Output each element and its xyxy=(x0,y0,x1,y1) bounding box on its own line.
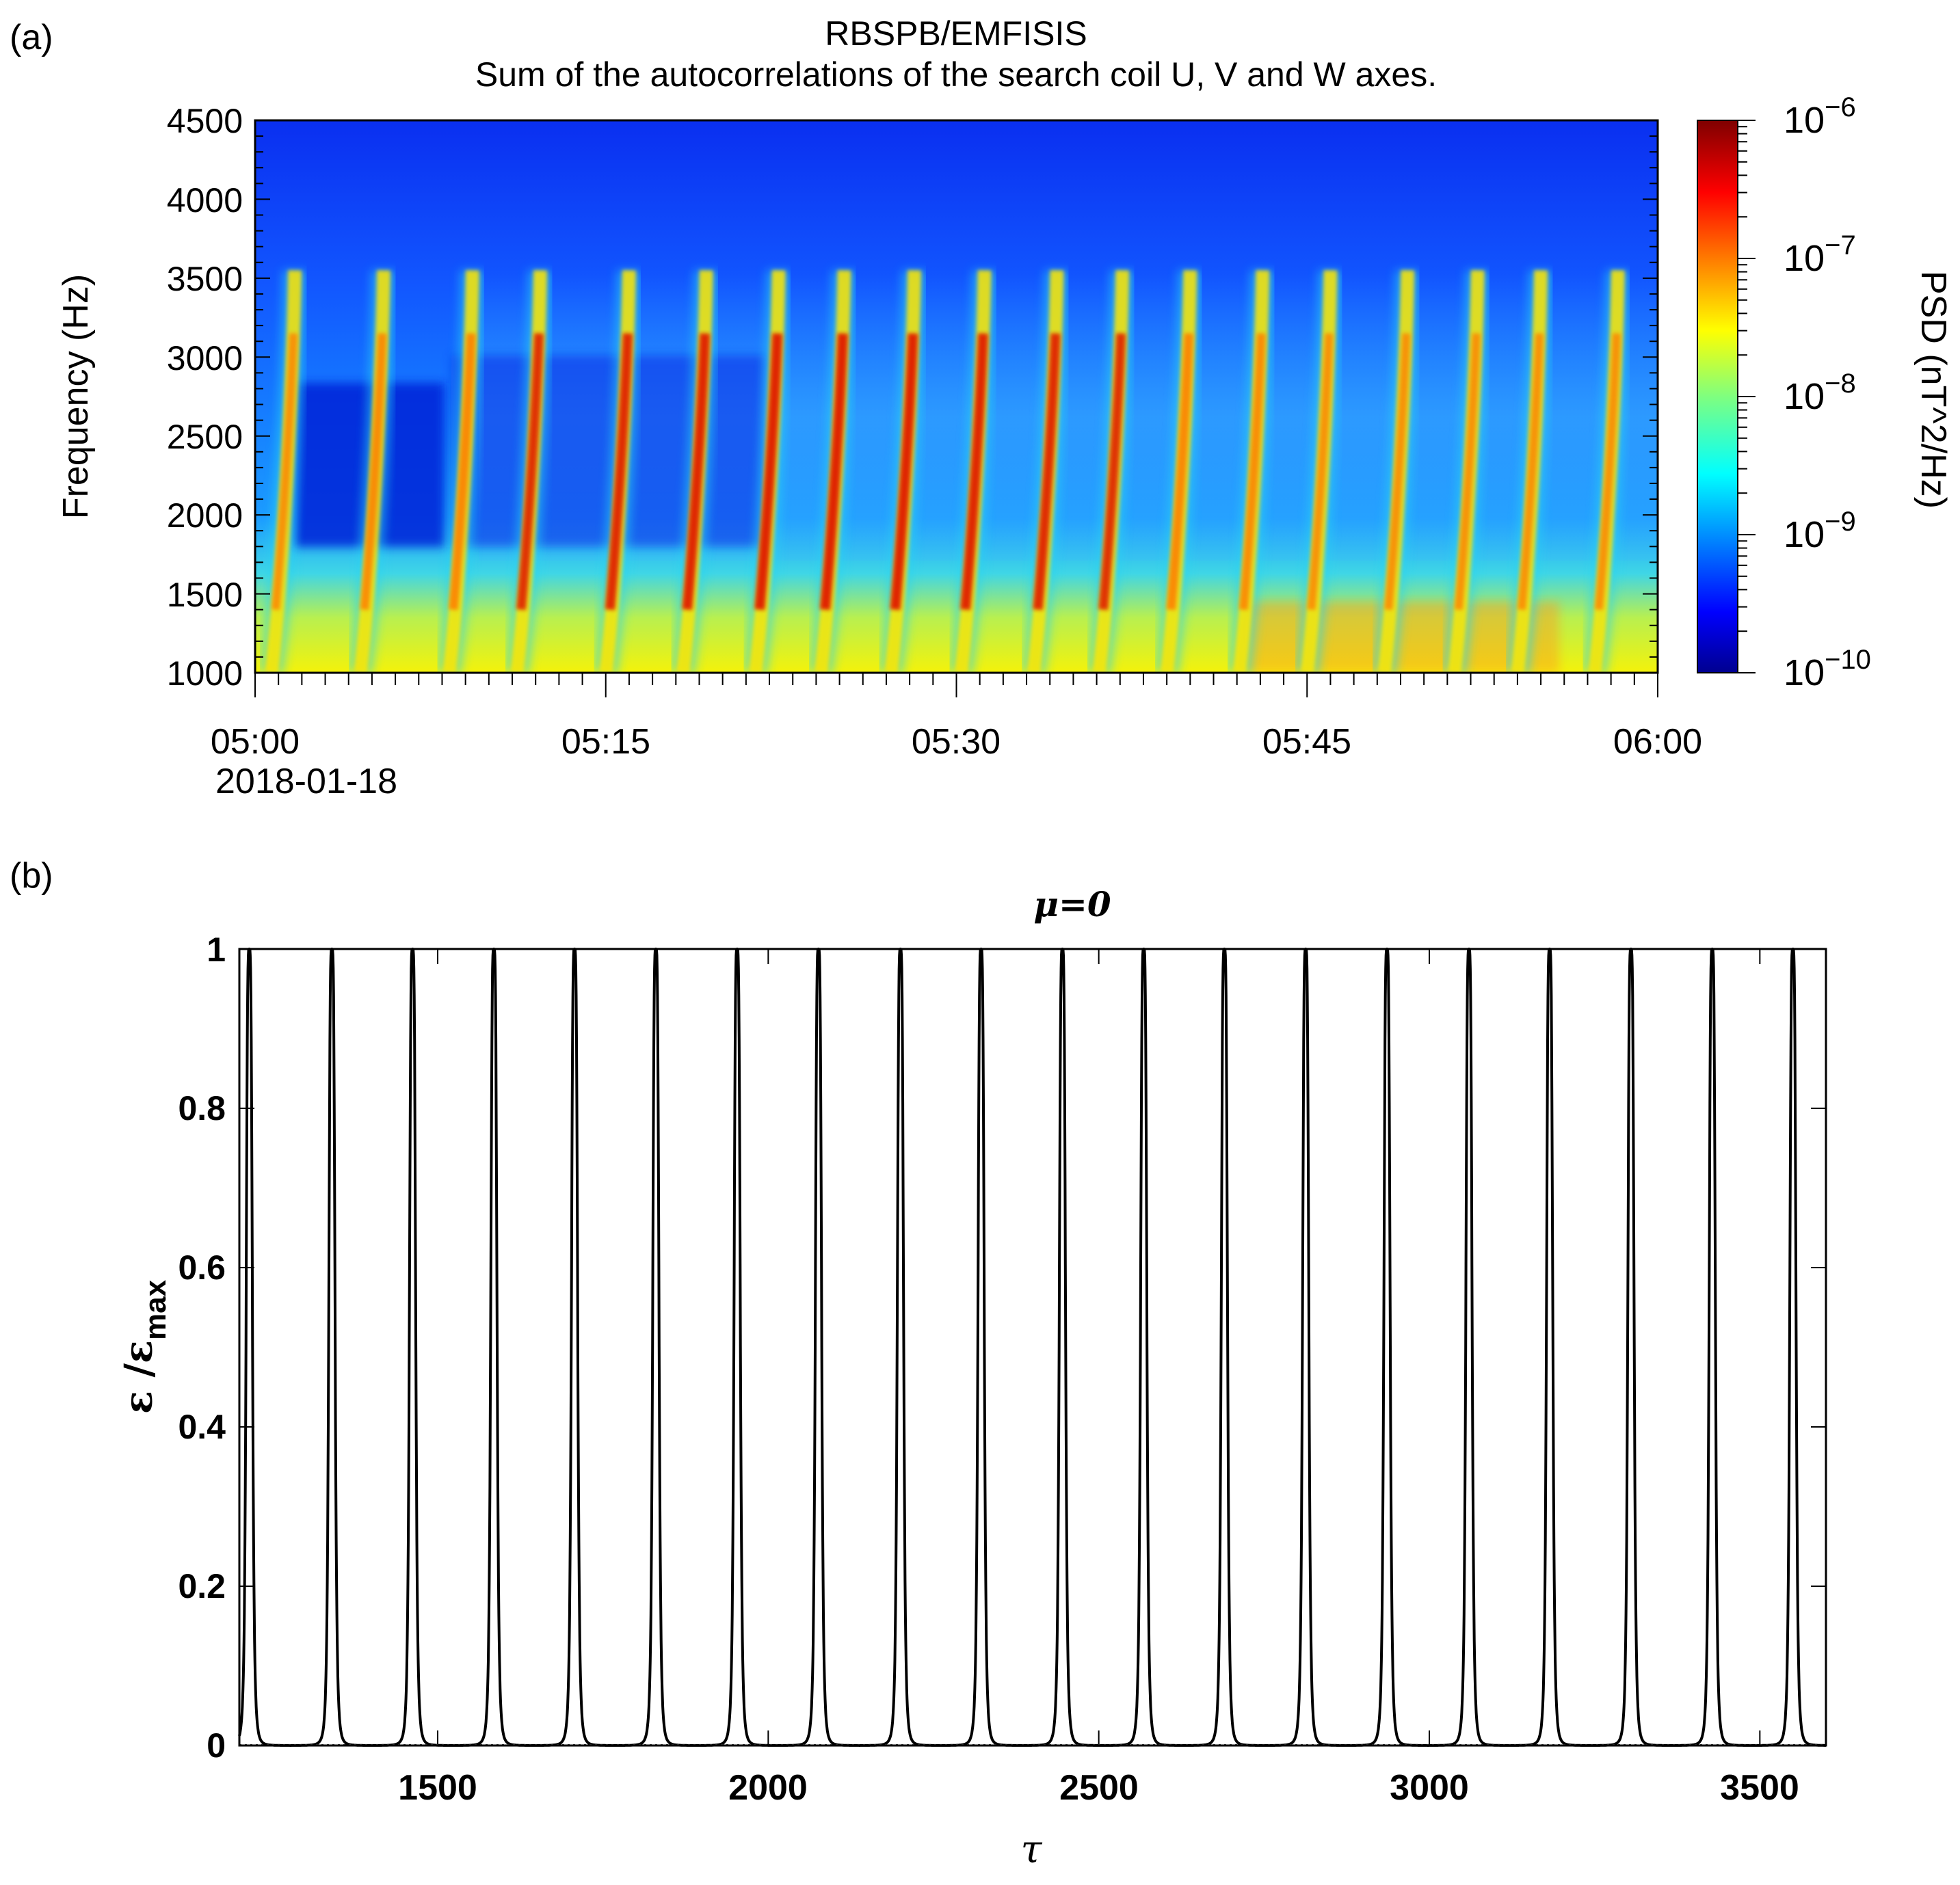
panel-b: (b) μ=0 0 0.2 0.4 0.6 0.8 1 ε /εmax 1500… xyxy=(10,856,1827,1872)
chorus-element xyxy=(594,270,641,673)
chorus-element-core xyxy=(1239,333,1266,611)
spectrogram-ytick-2500: 2500 xyxy=(167,418,243,456)
chorus-element-core xyxy=(272,333,298,611)
spectrogram-plot-area xyxy=(255,120,1658,673)
chorus-element-core xyxy=(516,333,544,611)
spectrogram-title-line2: Sum of the autocorrelations of the searc… xyxy=(475,55,1437,94)
spectrogram-date-label: 2018-01-18 xyxy=(215,762,397,801)
colorbar-ticks xyxy=(1738,120,1756,673)
spectrogram-title-line1: RBSPB/EMFISIS xyxy=(825,14,1087,53)
chorus-element-core xyxy=(890,333,918,611)
spectrogram-ytick-3500: 3500 xyxy=(167,260,243,298)
spectrogram-xtick-0530: 05:30 xyxy=(912,722,1001,762)
chorus-element-core xyxy=(1098,333,1126,611)
line-ytick-0.6: 0.6 xyxy=(178,1248,226,1287)
chorus-element xyxy=(1372,270,1420,673)
chorus-element xyxy=(1505,270,1554,673)
line-ylabel: ε /εmax xyxy=(116,1279,172,1414)
chorus-element xyxy=(505,270,553,673)
chorus-element xyxy=(743,270,791,673)
spectrogram-ytick-2000: 2000 xyxy=(167,496,243,535)
colorbar-tick-1e-10: 10−10 xyxy=(1784,645,1871,693)
spectrogram-ticks xyxy=(254,120,1658,697)
chorus-element-core xyxy=(819,333,848,611)
chorus-element xyxy=(1227,270,1275,673)
chorus-element xyxy=(949,270,997,673)
colorbar-tick-1e-6: 10−6 xyxy=(1784,92,1856,141)
colorbar-tick-1e-8: 10−8 xyxy=(1784,369,1856,417)
line-xtick-3000: 3000 xyxy=(1390,1768,1469,1808)
spectrogram-ylabel: Frequency (Hz) xyxy=(56,274,96,519)
chorus-element xyxy=(1087,270,1135,673)
line-xtick-3500: 3500 xyxy=(1720,1768,1799,1808)
spectrogram-xtick-0600: 06:00 xyxy=(1613,722,1702,762)
chorus-element-core xyxy=(1518,333,1544,611)
chorus-element xyxy=(1154,270,1203,673)
line-xtick-1500: 1500 xyxy=(398,1768,477,1808)
colorbar-tick-1e-7: 10−7 xyxy=(1784,230,1856,279)
colorbar-tick-1e-9: 10−9 xyxy=(1784,507,1856,555)
spectrogram-ytick-1000: 1000 xyxy=(167,654,243,693)
panel-a: (a) RBSPB/EMFISIS Sum of the autocorrela… xyxy=(10,14,1953,801)
spectrogram-xtick-0545: 05:45 xyxy=(1262,722,1351,762)
panel-a-label: (a) xyxy=(10,18,53,57)
chorus-element-core xyxy=(960,333,988,611)
line-plot-area xyxy=(239,949,1826,1746)
spectrogram-xtick-0500: 05:00 xyxy=(211,722,300,762)
chorus-element-core xyxy=(449,333,476,611)
chorus-element-core xyxy=(682,333,711,611)
chorus-element xyxy=(437,270,485,673)
chorus-element xyxy=(1442,270,1490,673)
chorus-element-core xyxy=(1166,333,1193,611)
colorbar-label: PSD (nT^2/Hz) xyxy=(1913,271,1953,509)
colorbar: 10−6 10−7 10−8 10−9 10−10 PSD (nT^2/Hz) xyxy=(1697,92,1953,693)
chorus-element-core xyxy=(1033,333,1061,611)
chorus-element-core xyxy=(605,333,633,611)
line-xtick-2500: 2500 xyxy=(1059,1768,1139,1808)
spectrogram-ytick-4000: 4000 xyxy=(167,181,243,219)
line-xlabel: τ xyxy=(1021,1828,1043,1872)
line-ytick-0: 0 xyxy=(207,1726,226,1765)
chorus-elements xyxy=(259,270,1630,673)
line-plot-title: μ=0 xyxy=(1033,884,1111,924)
chorus-element xyxy=(879,270,927,673)
chorus-element-core xyxy=(754,333,783,611)
chorus-element-core xyxy=(1454,333,1481,611)
panel-b-label: (b) xyxy=(10,856,53,896)
chorus-element xyxy=(348,270,397,673)
chorus-element xyxy=(670,270,719,673)
chorus-element-core xyxy=(1384,333,1411,611)
chorus-element xyxy=(259,270,308,673)
chorus-element-core xyxy=(1594,333,1621,611)
chorus-element-core xyxy=(1307,333,1334,611)
spectrogram-xtick-0515: 05:15 xyxy=(561,722,650,762)
line-ytick-0.2: 0.2 xyxy=(178,1567,226,1605)
chorus-element xyxy=(1582,270,1630,673)
spectrogram-ytick-3000: 3000 xyxy=(167,339,243,377)
line-ytick-1: 1 xyxy=(207,931,226,969)
line-plot-frame xyxy=(238,948,1827,1747)
chorus-element xyxy=(1295,270,1343,673)
chorus-element-core xyxy=(360,333,387,611)
chorus-element xyxy=(1021,270,1070,673)
line-ytick-0.8: 0.8 xyxy=(178,1089,226,1127)
line-xtick-2000: 2000 xyxy=(728,1768,808,1808)
colorbar-gradient xyxy=(1697,120,1738,673)
chorus-element xyxy=(808,270,857,673)
spectrogram-ytick-1500: 1500 xyxy=(167,576,243,614)
spectrogram-ytick-4500: 4500 xyxy=(167,102,243,140)
line-ytick-0.4: 0.4 xyxy=(178,1408,226,1446)
